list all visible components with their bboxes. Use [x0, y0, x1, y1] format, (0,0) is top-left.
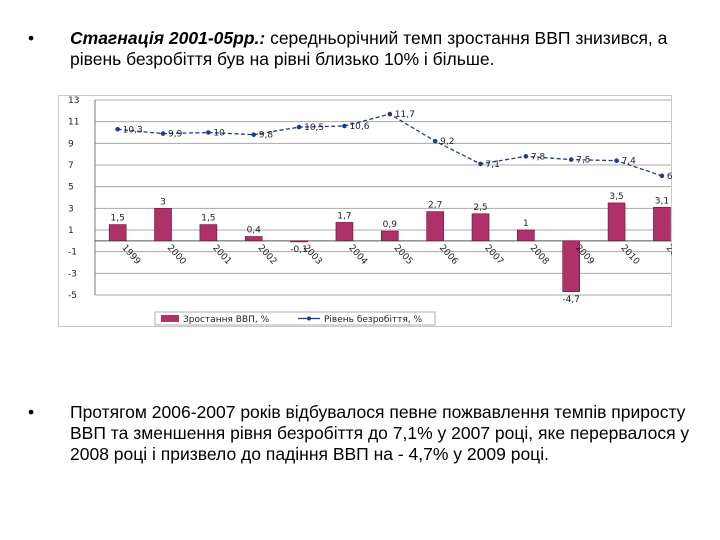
- unemployment-data-label: 9,9: [168, 130, 183, 140]
- chart-svg: 13 11 9 7 5 3 1 -1 -3 -5 1,5 3 1,5 0,4 -0,1 1,7 0,9 2,7 2…: [58, 95, 672, 327]
- gdp-data-label: -4,7: [562, 295, 580, 305]
- unemployment-data-label: 7,1: [486, 160, 500, 170]
- bullet-text-recovery: Протягом 2006-2007 років відбувалося пев…: [70, 402, 690, 464]
- gdp-data-label: 1,5: [111, 214, 125, 224]
- gdp-bar: [471, 213, 490, 242]
- y-tick-label: 9: [68, 139, 74, 149]
- unemployment-point: [160, 131, 166, 136]
- gdp-data-label: 1,5: [201, 214, 215, 224]
- unemployment-point: [614, 158, 619, 163]
- gdp-bar: [653, 206, 671, 242]
- unemployment-data-label: 10,6: [349, 122, 369, 132]
- y-tick-label: 11: [68, 118, 79, 128]
- gdp-data-label: 2,5: [473, 203, 487, 213]
- bullet-body: середньорічний темп зростання ВВП знизив…: [70, 28, 668, 69]
- bullet-recovery: • Протягом 2006-2007 років відбувалося п…: [28, 402, 698, 465]
- gdp-bar: [154, 208, 172, 242]
- unemployment-data-label: 9,2: [440, 137, 454, 147]
- line-layer: [115, 111, 665, 179]
- unemployment-point: [342, 123, 347, 129]
- gdp-data-label: 3: [160, 197, 166, 207]
- unemployment-point: [568, 157, 574, 162]
- unemployment-data-label: 7,5: [576, 156, 590, 166]
- y-tick-label: -5: [68, 291, 77, 301]
- bullet-heading: Стагнація 2001-05рр.:: [70, 28, 266, 48]
- gdp-bar: [108, 224, 127, 242]
- y-tick-label: 3: [68, 204, 74, 214]
- legend: Зростання ВВП, % Рівень безробіття, %: [154, 311, 436, 326]
- y-tick-label: 7: [68, 161, 74, 171]
- gdp-data-label: 3,1: [655, 196, 669, 206]
- gdp-bar: [381, 230, 399, 242]
- bars-layer: [108, 202, 671, 293]
- gdp-bar: [199, 224, 218, 242]
- y-tick-label: -1: [68, 248, 77, 258]
- gdp-bar: [607, 202, 626, 242]
- unemployment-data-label: 10,5: [304, 123, 324, 133]
- gdp-unemployment-chart: 13 11 9 7 5 3 1 -1 -3 -5 1,5 3 1,5 0,4 -0,1 1,7 0,9 2,7 2…: [58, 95, 672, 327]
- legend-label-gdp: Зростання ВВП, %: [183, 315, 270, 325]
- unemployment-point: [478, 161, 483, 167]
- legend-label-unemployment: Рівень безробіття, %: [324, 315, 423, 325]
- unemployment-point: [659, 173, 665, 179]
- gdp-data-label: 3,5: [609, 192, 623, 202]
- unemployment-data-label: 7,8: [531, 152, 546, 162]
- bullet-text-stagnation: Стагнація 2001-05рр.: середньорічний тем…: [70, 28, 698, 70]
- gdp-bar: [244, 236, 263, 242]
- unemployment-point: [432, 138, 438, 144]
- unemployment-data-label: 9,8: [259, 131, 274, 141]
- unemployment-point: [387, 111, 393, 117]
- unemployment-data-label: 11,7: [395, 110, 415, 120]
- gdp-data-label: 1,7: [337, 211, 351, 221]
- bullet-marker: •: [28, 402, 35, 422]
- unemployment-data-label: 10: [213, 129, 225, 139]
- unemployment-data-label: 10,3: [123, 125, 143, 135]
- gdp-data-label: 0,9: [383, 220, 398, 230]
- unemployment-point: [206, 130, 211, 135]
- y-tick-label: 5: [68, 183, 74, 193]
- unemployment-data-label: 6: [667, 172, 672, 182]
- gdp-data-label: -0,1: [290, 245, 308, 255]
- legend-marker-unemployment: [307, 316, 311, 321]
- gdp-bar: [335, 222, 354, 242]
- gdp-bar: [562, 240, 581, 293]
- gdp-bar: [517, 229, 535, 242]
- bullet-marker: •: [28, 28, 35, 48]
- y-tick-label: -3: [68, 269, 77, 279]
- legend-swatch-gdp: [161, 315, 179, 322]
- y-tick-label: 1: [68, 226, 74, 236]
- gdp-data-label: 0,4: [247, 226, 262, 236]
- y-tick-label: 13: [68, 96, 79, 106]
- unemployment-point: [115, 126, 120, 132]
- legend-box: [154, 311, 436, 326]
- bullet-stagnation: • Стагнація 2001-05рр.: середньорічний т…: [28, 28, 698, 70]
- gdp-data-label: 1: [523, 219, 529, 229]
- gdp-data-label: 2,7: [428, 201, 442, 211]
- unemployment-point: [523, 154, 529, 159]
- unemployment-point: [296, 124, 302, 130]
- gdp-bar: [426, 211, 444, 242]
- unemployment-data-label: 7,4: [622, 157, 637, 167]
- unemployment-point: [251, 132, 257, 137]
- gdp-bar: [290, 240, 308, 243]
